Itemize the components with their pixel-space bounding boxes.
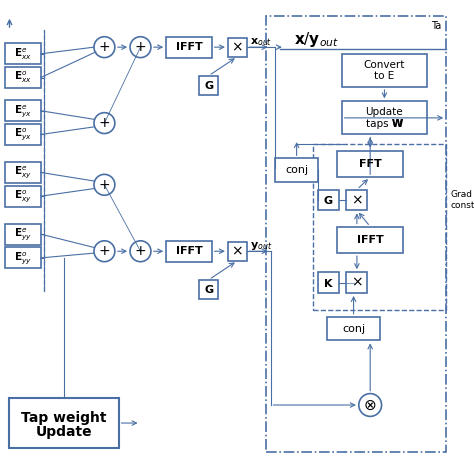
FancyBboxPatch shape (342, 54, 427, 87)
FancyBboxPatch shape (5, 100, 41, 121)
Text: +: + (99, 40, 110, 54)
Text: +: + (99, 244, 110, 258)
Text: $\mathbf{x}_{out}$: $\mathbf{x}_{out}$ (250, 36, 272, 48)
Text: $\mathbf{E}^{e}_{xy}$: $\mathbf{E}^{e}_{xy}$ (14, 164, 32, 181)
FancyBboxPatch shape (5, 124, 41, 145)
Text: $\mathbf{E}^{e}_{xx}$: $\mathbf{E}^{e}_{xx}$ (14, 46, 32, 62)
FancyBboxPatch shape (275, 158, 318, 182)
Text: conj: conj (285, 165, 308, 175)
Text: Grad
const: Grad const (451, 190, 474, 210)
Text: $\times$: $\times$ (231, 40, 243, 54)
Text: W: W (392, 118, 403, 128)
FancyBboxPatch shape (318, 272, 339, 293)
FancyBboxPatch shape (5, 43, 41, 64)
FancyBboxPatch shape (5, 186, 41, 207)
Text: $\mathbf{E}^{o}_{yx}$: $\mathbf{E}^{o}_{yx}$ (14, 127, 32, 143)
FancyBboxPatch shape (328, 317, 380, 340)
Text: Convert
to E: Convert to E (364, 60, 405, 81)
Text: $\times$: $\times$ (351, 193, 363, 207)
FancyBboxPatch shape (5, 224, 41, 245)
Text: $\mathbf{x} / \mathbf{y}_{out}$: $\mathbf{x} / \mathbf{y}_{out}$ (294, 30, 339, 49)
Text: $\mathbf{K}$: $\mathbf{K}$ (323, 276, 334, 289)
Text: $\mathbf{E}^{e}_{yy}$: $\mathbf{E}^{e}_{yy}$ (14, 226, 32, 242)
FancyBboxPatch shape (200, 76, 219, 95)
FancyBboxPatch shape (228, 37, 247, 57)
FancyBboxPatch shape (5, 162, 41, 183)
FancyBboxPatch shape (166, 36, 212, 58)
Text: Tap weight: Tap weight (21, 411, 107, 425)
FancyBboxPatch shape (5, 67, 41, 88)
Text: $\mathbf{G}$: $\mathbf{G}$ (323, 194, 334, 206)
FancyBboxPatch shape (346, 272, 367, 293)
Text: Update
taps W: Update taps W (365, 107, 403, 128)
Text: $\mathbf{E}^{e}_{yx}$: $\mathbf{E}^{e}_{yx}$ (14, 103, 32, 119)
FancyBboxPatch shape (5, 247, 41, 268)
Text: $\mathbf{y}_{out}$: $\mathbf{y}_{out}$ (250, 240, 272, 253)
FancyBboxPatch shape (228, 242, 247, 261)
Text: IFFT: IFFT (175, 42, 202, 52)
FancyBboxPatch shape (166, 241, 212, 262)
FancyBboxPatch shape (346, 190, 367, 210)
Text: IFFT: IFFT (175, 246, 202, 256)
Text: $\mathbf{G}$: $\mathbf{G}$ (204, 283, 214, 295)
Text: $\otimes$: $\otimes$ (364, 398, 377, 412)
Text: $\times$: $\times$ (351, 275, 363, 290)
Text: FFT: FFT (359, 159, 382, 169)
Text: Update: Update (36, 425, 92, 438)
FancyBboxPatch shape (337, 227, 403, 253)
Text: IFFT: IFFT (357, 235, 383, 245)
FancyBboxPatch shape (200, 280, 219, 299)
Text: +: + (99, 116, 110, 130)
FancyBboxPatch shape (318, 190, 339, 210)
Text: $\mathbf{E}^{o}_{yy}$: $\mathbf{E}^{o}_{yy}$ (14, 250, 32, 266)
Text: $\mathbf{E}^{o}_{xy}$: $\mathbf{E}^{o}_{xy}$ (14, 188, 32, 204)
FancyBboxPatch shape (342, 101, 427, 135)
Text: $\mathbf{E}^{o}_{xx}$: $\mathbf{E}^{o}_{xx}$ (14, 70, 32, 85)
FancyBboxPatch shape (337, 151, 403, 177)
Text: +: + (99, 178, 110, 192)
Text: $\mathbf{G}$: $\mathbf{G}$ (204, 79, 214, 91)
Text: $\times$: $\times$ (231, 244, 243, 258)
Text: +: + (135, 40, 146, 54)
FancyBboxPatch shape (9, 398, 119, 448)
Text: conj: conj (342, 324, 365, 334)
Text: +: + (135, 244, 146, 258)
Text: Ta: Ta (431, 20, 441, 31)
